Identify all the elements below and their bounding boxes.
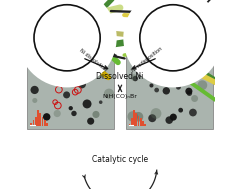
- Circle shape: [189, 24, 192, 28]
- Circle shape: [43, 113, 50, 121]
- FancyBboxPatch shape: [131, 118, 133, 126]
- Circle shape: [157, 52, 161, 56]
- Text: Dissolved Ni: Dissolved Ni: [96, 72, 144, 81]
- Circle shape: [183, 58, 186, 62]
- FancyBboxPatch shape: [142, 121, 144, 126]
- FancyBboxPatch shape: [126, 53, 213, 129]
- FancyBboxPatch shape: [30, 123, 32, 126]
- Circle shape: [34, 5, 100, 71]
- Circle shape: [192, 38, 196, 42]
- Circle shape: [99, 100, 102, 104]
- FancyBboxPatch shape: [39, 113, 41, 126]
- Circle shape: [92, 111, 100, 118]
- Circle shape: [192, 59, 198, 65]
- Circle shape: [178, 108, 183, 112]
- FancyBboxPatch shape: [135, 113, 137, 126]
- FancyBboxPatch shape: [33, 120, 34, 126]
- Circle shape: [53, 78, 60, 85]
- Circle shape: [131, 74, 137, 81]
- Circle shape: [123, 0, 222, 87]
- Circle shape: [168, 77, 174, 83]
- Circle shape: [71, 111, 77, 116]
- FancyBboxPatch shape: [138, 115, 139, 126]
- Circle shape: [196, 62, 203, 68]
- Circle shape: [69, 106, 73, 110]
- Circle shape: [83, 99, 91, 108]
- Circle shape: [184, 12, 188, 16]
- FancyBboxPatch shape: [144, 124, 146, 126]
- Circle shape: [185, 88, 192, 95]
- Circle shape: [132, 76, 138, 81]
- Circle shape: [165, 116, 173, 124]
- FancyBboxPatch shape: [133, 110, 135, 126]
- Circle shape: [148, 114, 156, 122]
- Circle shape: [170, 114, 177, 121]
- FancyBboxPatch shape: [42, 117, 43, 126]
- FancyBboxPatch shape: [129, 124, 131, 126]
- FancyBboxPatch shape: [35, 117, 37, 126]
- Circle shape: [171, 61, 180, 70]
- Circle shape: [32, 98, 37, 103]
- Text: Ni redeposition: Ni redeposition: [131, 46, 164, 73]
- Circle shape: [180, 49, 184, 53]
- Circle shape: [181, 47, 185, 51]
- Circle shape: [87, 118, 94, 125]
- Circle shape: [139, 73, 144, 77]
- Circle shape: [104, 89, 114, 99]
- FancyBboxPatch shape: [37, 110, 39, 126]
- Circle shape: [186, 67, 193, 75]
- Circle shape: [162, 20, 165, 24]
- Circle shape: [72, 68, 77, 73]
- Circle shape: [180, 25, 184, 29]
- Circle shape: [147, 26, 151, 30]
- Circle shape: [41, 68, 44, 71]
- FancyBboxPatch shape: [140, 118, 142, 126]
- Circle shape: [140, 5, 206, 71]
- FancyBboxPatch shape: [46, 123, 48, 126]
- Circle shape: [164, 21, 168, 25]
- Circle shape: [151, 108, 161, 119]
- Circle shape: [187, 91, 192, 96]
- Circle shape: [189, 109, 197, 116]
- Text: NiH(CO)ₙBr: NiH(CO)ₙBr: [102, 94, 138, 99]
- Circle shape: [74, 59, 83, 67]
- Circle shape: [134, 112, 143, 122]
- Circle shape: [178, 79, 184, 84]
- Circle shape: [186, 64, 194, 72]
- Circle shape: [191, 95, 198, 102]
- Text: Catalytic cycle: Catalytic cycle: [92, 155, 148, 164]
- Circle shape: [162, 87, 170, 94]
- Circle shape: [176, 84, 181, 90]
- Circle shape: [150, 84, 154, 88]
- Circle shape: [55, 70, 60, 74]
- Circle shape: [198, 80, 207, 90]
- FancyBboxPatch shape: [44, 120, 46, 126]
- Circle shape: [160, 15, 164, 18]
- Circle shape: [78, 80, 86, 88]
- Circle shape: [63, 91, 70, 98]
- Circle shape: [149, 41, 153, 44]
- FancyBboxPatch shape: [27, 53, 114, 129]
- Circle shape: [58, 72, 62, 77]
- Circle shape: [54, 110, 61, 117]
- Circle shape: [30, 86, 39, 94]
- Circle shape: [95, 67, 106, 78]
- Circle shape: [18, 0, 117, 87]
- Circle shape: [154, 88, 159, 92]
- Circle shape: [127, 111, 138, 122]
- Text: Ni dissolution: Ni dissolution: [78, 47, 107, 72]
- Circle shape: [190, 29, 194, 33]
